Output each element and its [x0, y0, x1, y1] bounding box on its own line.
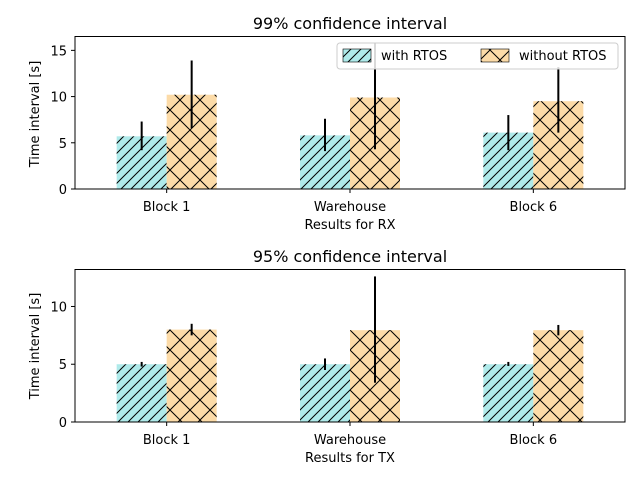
- chart-title: 95% confidence interval: [253, 247, 447, 266]
- bars: [116, 94, 584, 189]
- chart-tx: 95% confidence interval Time interval [s…: [28, 247, 626, 466]
- legend-frame: [336, 42, 619, 70]
- legend-hatch-without-rtos: [480, 48, 510, 63]
- chart-title: 99% confidence interval: [253, 14, 447, 33]
- x-tick-label-warehouse: Warehouse: [314, 433, 386, 448]
- x-tick-label-block-1: Block 1: [143, 200, 191, 215]
- error-bars: [140, 276, 560, 383]
- x-tick-label-warehouse: Warehouse: [314, 200, 386, 215]
- legend-label-with-rtos: with RTOS: [381, 49, 447, 64]
- y-tick-label: 10: [50, 300, 67, 315]
- plot-frame: [74, 269, 626, 423]
- x-tick-label-block-6: Block 6: [510, 200, 558, 215]
- chart-rx: 99% confidence interval Time interval [s…: [28, 14, 626, 233]
- y-axis-label: Time interval [s]: [28, 293, 43, 401]
- y-tick-label: 10: [50, 91, 67, 106]
- legend: with RTOS without RTOS: [336, 42, 619, 70]
- y-ticks: 0 5 10: [50, 300, 75, 431]
- x-ticks: Block 1 Warehouse Block 6: [143, 422, 557, 448]
- y-tick-label: 5: [59, 137, 67, 152]
- legend-label-without-rtos: without RTOS: [519, 49, 607, 64]
- y-ticks: 0 5 10 15: [50, 44, 75, 198]
- y-tick-label: 15: [50, 44, 67, 59]
- x-ticks: Block 1 Warehouse Block 6: [143, 189, 557, 215]
- x-tick-label-block-1: Block 1: [143, 433, 191, 448]
- x-axis-label: Results for TX: [305, 451, 395, 466]
- bar-hatch-with-rtos-block-1: [116, 364, 167, 422]
- y-tick-label: 0: [59, 183, 67, 198]
- bar-hatch-with-rtos-block-6: [483, 364, 534, 422]
- bars: [116, 329, 584, 422]
- plot-frame: [74, 36, 626, 190]
- y-axis-label: Time interval [s]: [28, 61, 43, 169]
- bar-hatch-without-rtos-block-1: [166, 329, 217, 422]
- y-tick-label: 0: [59, 416, 67, 431]
- y-tick-label: 5: [59, 358, 67, 373]
- legend-hatch-with-rtos: [342, 48, 372, 63]
- x-tick-label-block-6: Block 6: [510, 433, 558, 448]
- bar-hatch-without-rtos-block-6: [533, 330, 584, 422]
- x-axis-label: Results for RX: [304, 218, 395, 233]
- bar-hatch-with-rtos-warehouse: [300, 364, 350, 422]
